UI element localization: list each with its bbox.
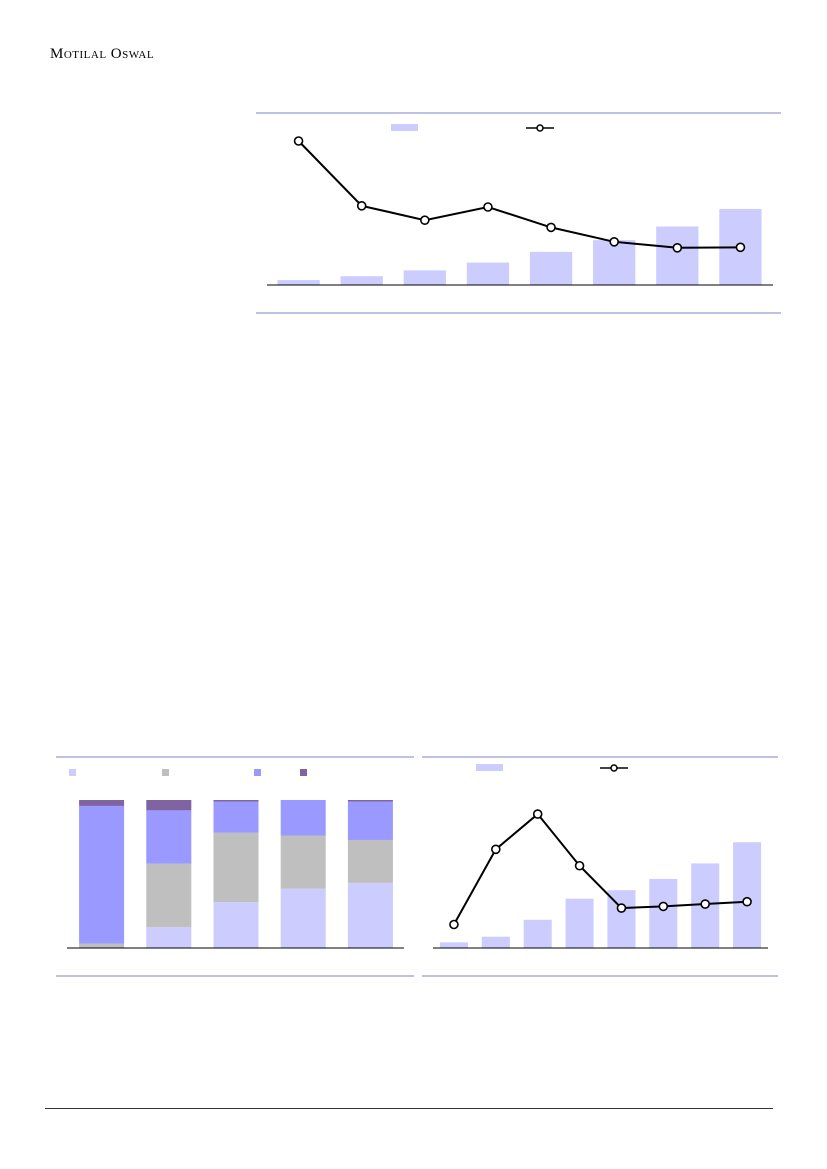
line-point bbox=[293, 136, 304, 146]
series-line bbox=[453, 812, 748, 925]
bar bbox=[277, 280, 320, 285]
bar bbox=[481, 936, 510, 948]
stack-segment bbox=[347, 801, 393, 840]
stack-segment bbox=[280, 888, 326, 948]
legend-swatch bbox=[300, 769, 307, 776]
stack-segment bbox=[146, 863, 192, 928]
line-point bbox=[532, 809, 543, 819]
bar bbox=[529, 251, 573, 285]
line-point bbox=[658, 901, 669, 912]
bar bbox=[593, 240, 636, 285]
stack-segment bbox=[79, 943, 125, 948]
legend-line-marker bbox=[536, 124, 544, 132]
bar bbox=[523, 919, 552, 948]
bar bbox=[439, 942, 468, 948]
line-point bbox=[616, 903, 627, 913]
bar bbox=[565, 898, 594, 948]
stack-segment bbox=[213, 902, 259, 948]
bar bbox=[649, 878, 678, 948]
line-point bbox=[672, 243, 683, 253]
chart-stacked-share bbox=[56, 756, 414, 977]
bar bbox=[403, 270, 446, 285]
legend-swatch bbox=[69, 769, 76, 776]
line-point bbox=[483, 202, 493, 212]
bar bbox=[340, 276, 383, 285]
brand-logo: Motilal Oswal bbox=[50, 46, 155, 62]
bar bbox=[466, 262, 510, 285]
line-point bbox=[356, 201, 367, 211]
stack-segment bbox=[146, 810, 192, 864]
stack-segment bbox=[146, 800, 192, 811]
line-point bbox=[546, 222, 556, 233]
chart-top-bar-line bbox=[256, 112, 781, 314]
line-point bbox=[735, 242, 746, 253]
stack-segment bbox=[347, 839, 393, 883]
line-point bbox=[420, 215, 430, 225]
legend-line-marker bbox=[610, 764, 618, 772]
bar bbox=[656, 226, 699, 285]
stack-segment bbox=[79, 800, 125, 806]
stack-segment bbox=[213, 800, 259, 802]
line-point bbox=[742, 896, 752, 907]
bar bbox=[733, 842, 762, 948]
legend-bar-swatch bbox=[476, 764, 503, 771]
stack-segment bbox=[347, 800, 393, 802]
line-point bbox=[700, 899, 710, 909]
series-line bbox=[297, 140, 741, 249]
legend-swatch bbox=[162, 769, 169, 776]
stack-segment bbox=[347, 882, 393, 948]
line-point bbox=[609, 237, 619, 247]
chart-bottom-bar-line bbox=[422, 756, 778, 977]
line-point bbox=[574, 860, 585, 871]
line-point bbox=[491, 844, 501, 855]
stack-segment bbox=[79, 805, 125, 944]
stack-segment bbox=[280, 835, 326, 889]
stack-segment bbox=[146, 927, 192, 948]
legend-bar-swatch bbox=[391, 124, 418, 131]
stack-segment bbox=[213, 801, 259, 833]
legend-swatch bbox=[254, 769, 261, 776]
stack-segment bbox=[213, 832, 259, 903]
footer-rule bbox=[45, 1108, 773, 1109]
line-point bbox=[449, 919, 459, 930]
stack-segment bbox=[280, 800, 326, 836]
